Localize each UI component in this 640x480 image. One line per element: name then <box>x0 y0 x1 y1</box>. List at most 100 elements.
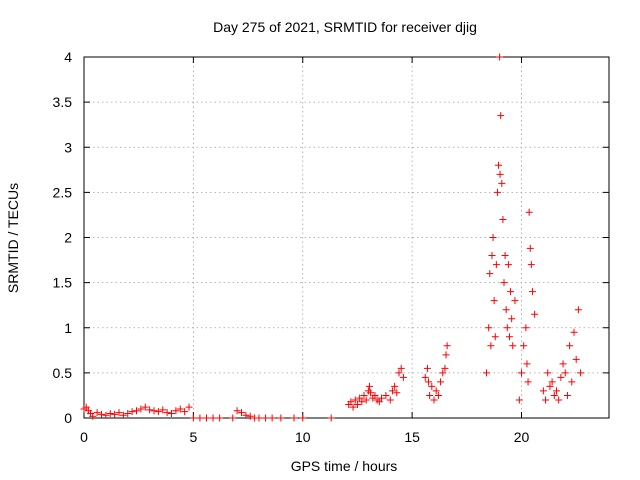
y-tick-label: 1.5 <box>53 275 73 291</box>
data-point <box>356 394 364 402</box>
data-point <box>378 394 385 402</box>
data-point <box>421 373 429 381</box>
data-point <box>262 414 270 422</box>
data-point <box>233 407 241 415</box>
y-tick-label: 0.5 <box>53 365 73 381</box>
data-point <box>493 188 501 196</box>
data-point <box>497 112 505 120</box>
data-point <box>570 328 578 336</box>
data-point <box>137 405 145 413</box>
data-point <box>163 409 171 417</box>
data-point <box>347 398 355 406</box>
data-point <box>496 53 504 61</box>
data-point <box>441 364 449 372</box>
data-point <box>358 398 366 406</box>
data-point <box>349 403 357 411</box>
data-point <box>485 324 493 332</box>
data-point <box>507 288 515 296</box>
data-point <box>486 270 494 278</box>
data-point <box>528 288 536 296</box>
x-tick-label: 15 <box>404 429 420 445</box>
data-point <box>508 315 516 323</box>
data-point <box>559 360 567 368</box>
data-point <box>577 369 585 377</box>
data-point <box>487 342 495 350</box>
data-point <box>189 414 197 422</box>
data-point <box>490 297 498 305</box>
data-point <box>216 414 224 422</box>
data-point <box>526 244 534 252</box>
data-point <box>367 389 375 397</box>
data-point <box>209 414 217 422</box>
x-tick-label: 0 <box>80 429 88 445</box>
data-point <box>550 391 558 399</box>
data-point <box>483 369 490 377</box>
data-point <box>437 378 445 386</box>
data-point <box>371 391 379 399</box>
data-point <box>119 411 127 419</box>
data-point <box>375 398 383 406</box>
x-tick-label: 10 <box>295 429 311 445</box>
data-point <box>505 333 513 341</box>
grid-lines <box>84 57 609 418</box>
data-point <box>509 342 517 350</box>
y-axis-label: SRMTID / TECUs <box>5 183 21 293</box>
data-point <box>82 403 90 411</box>
data-point <box>362 396 370 404</box>
data-point <box>430 396 438 404</box>
y-tick-label: 4 <box>64 49 72 65</box>
data-point <box>531 310 539 318</box>
data-point <box>102 411 110 419</box>
data-point <box>524 378 532 386</box>
x-axis-label: GPS time / hours <box>291 458 398 474</box>
data-point <box>141 403 149 411</box>
data-point <box>397 364 405 372</box>
data-point <box>542 396 550 404</box>
data-point <box>488 252 496 260</box>
data-point <box>426 391 434 399</box>
data-point <box>544 369 552 377</box>
data-point <box>563 391 571 399</box>
data-point <box>500 279 508 287</box>
data-point <box>428 382 436 390</box>
data-point <box>146 406 154 414</box>
data-point <box>128 408 136 416</box>
data-point <box>442 351 450 359</box>
data-point <box>382 391 390 399</box>
data-point <box>89 412 97 420</box>
data-point <box>539 387 547 395</box>
x-tick-label: 20 <box>514 429 530 445</box>
data-point <box>150 407 158 415</box>
data-point <box>181 408 189 416</box>
data-point <box>176 405 184 413</box>
data-point <box>246 412 254 420</box>
data-point <box>495 161 503 169</box>
data-point <box>238 409 245 417</box>
data-point <box>360 391 368 399</box>
data-point <box>277 414 285 422</box>
data-point <box>290 414 298 422</box>
data-point <box>111 410 119 418</box>
data-point <box>492 261 500 269</box>
data-point <box>555 396 563 404</box>
data-point <box>548 378 556 386</box>
data-point <box>106 409 114 417</box>
data-point <box>242 411 250 419</box>
data-point <box>432 387 440 395</box>
data-point <box>196 414 204 422</box>
data-point <box>546 382 554 390</box>
data-point <box>498 179 506 187</box>
data-point <box>439 369 447 377</box>
data-points <box>80 53 585 422</box>
data-point <box>527 261 535 269</box>
y-tick-label: 3 <box>64 139 72 155</box>
data-point <box>520 342 528 350</box>
data-point <box>299 414 307 422</box>
data-point <box>395 369 403 377</box>
data-point <box>327 414 335 422</box>
data-point <box>93 409 101 417</box>
y-tick-label: 2.5 <box>53 184 73 200</box>
data-point <box>518 369 525 377</box>
data-point <box>443 342 451 350</box>
